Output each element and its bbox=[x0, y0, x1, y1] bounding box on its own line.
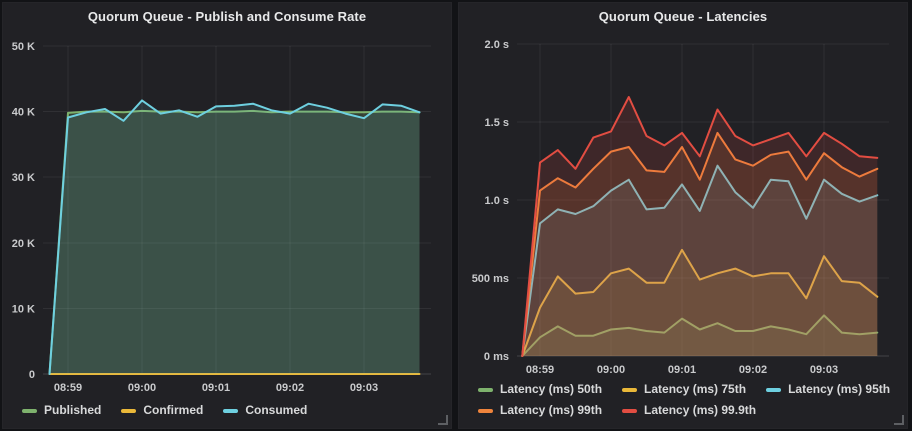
panel-resize-handle[interactable] bbox=[894, 415, 904, 425]
legend-swatch bbox=[622, 387, 638, 392]
legend-label: Latency (ms) 95th bbox=[788, 382, 891, 396]
legend-label: Latency (ms) 99.9th bbox=[644, 403, 757, 417]
legend-item-latency-ms-75th[interactable]: Latency (ms) 75th bbox=[622, 382, 746, 396]
x-tick-label: 09:03 bbox=[810, 364, 838, 376]
series-line-Latency (ms) 50th bbox=[521, 314, 879, 357]
y-tick-label: 2.0 s bbox=[485, 39, 509, 51]
legend-label: Published bbox=[44, 403, 102, 417]
x-tick-label: 09:01 bbox=[668, 364, 696, 376]
legend-swatch bbox=[478, 408, 493, 413]
x-tick-label: 08:59 bbox=[54, 382, 82, 394]
panel-publish-consume-rate: Quorum Queue - Publish and Consume Rate … bbox=[2, 2, 452, 429]
legend-item-latency-ms-50th[interactable]: Latency (ms) 50th bbox=[478, 382, 602, 396]
series-line-Latency (ms) 99th bbox=[521, 131, 879, 357]
y-tick-label: 50 K bbox=[12, 41, 35, 53]
legend-label: Latency (ms) 50th bbox=[500, 382, 603, 396]
panel-title: Quorum Queue - Publish and Consume Rate bbox=[87, 8, 367, 24]
x-tick-label: 09:03 bbox=[350, 382, 378, 394]
panel-header[interactable]: Quorum Queue - Latencies bbox=[459, 3, 907, 29]
y-tick-label: 40 K bbox=[12, 107, 35, 119]
x-tick-label: 09:02 bbox=[739, 364, 767, 376]
y-tick-label: 10 K bbox=[12, 303, 35, 315]
x-tick-label: 09:00 bbox=[597, 364, 625, 376]
legend-swatch bbox=[22, 408, 37, 413]
legend-swatch bbox=[478, 387, 493, 392]
series-fill-Consumed bbox=[49, 100, 420, 375]
legend-item-latency-ms-99.9th[interactable]: Latency (ms) 99.9th bbox=[622, 403, 756, 417]
panel-latencies: Quorum Queue - Latencies 0 ms 500 ms 1.0 s… bbox=[458, 2, 908, 429]
latencies-chart: 0 ms 500 ms 1.0 s 1.5 s 2.0 s 08:59 09:00 09:01… bbox=[472, 39, 889, 376]
y-tick-label: 0 bbox=[29, 369, 35, 381]
chart-plot-area[interactable] bbox=[517, 44, 889, 356]
series-fill-Latency (ms) 75th bbox=[522, 249, 878, 356]
legend-label: Consumed bbox=[245, 403, 308, 417]
series-fill-Latency (ms) 50th bbox=[522, 315, 878, 356]
legend-swatch bbox=[121, 408, 137, 413]
series-fill-Published bbox=[49, 110, 420, 375]
series-line-Latency (ms) 95th bbox=[521, 164, 879, 357]
y-tick-label: 1.5 s bbox=[485, 117, 509, 129]
legend-swatch bbox=[223, 408, 239, 413]
series-line-Latency (ms) 75th bbox=[521, 248, 879, 357]
y-tick-label: 1.0 s bbox=[485, 195, 509, 207]
y-tick-label: 20 K bbox=[12, 238, 35, 250]
legend-item-confirmed[interactable]: Confirmed bbox=[121, 403, 203, 417]
x-tick-label: 09:01 bbox=[202, 382, 230, 394]
legend-swatch bbox=[766, 387, 782, 392]
x-tick-label: 09:00 bbox=[128, 382, 156, 394]
publish-consume-rate-chart: 0 10 K 20 K 30 K 40 K 50 K 08:59 09:00 09:01 09:0… bbox=[12, 41, 431, 394]
legend-item-latency-ms-95th[interactable]: Latency (ms) 95th bbox=[766, 382, 890, 396]
series-line-Consumed bbox=[48, 99, 421, 375]
series-fill-Latency (ms) 95th bbox=[522, 165, 878, 356]
publish-consume-legend: Published Confirmed Consumed bbox=[22, 403, 439, 417]
legend-label: Latency (ms) 99th bbox=[500, 403, 603, 417]
series-fill-Latency (ms) 99.9th bbox=[522, 97, 878, 356]
panel-title: Quorum Queue - Latencies bbox=[598, 8, 768, 24]
legend-item-consumed[interactable]: Consumed bbox=[223, 403, 307, 417]
legend-item-published[interactable]: Published bbox=[22, 403, 101, 417]
y-tick-label: 0 ms bbox=[484, 351, 509, 363]
series-line-Latency (ms) 99.9th bbox=[521, 96, 879, 357]
y-tick-label: 30 K bbox=[12, 172, 35, 184]
x-tick-label: 08:59 bbox=[526, 364, 554, 376]
series-fill-Latency (ms) 99th bbox=[522, 132, 878, 356]
legend-label: Confirmed bbox=[143, 403, 204, 417]
latencies-legend: Latency (ms) 50th Latency (ms) 75th Latenc… bbox=[478, 382, 895, 417]
x-tick-label: 09:02 bbox=[276, 382, 304, 394]
panel-header[interactable]: Quorum Queue - Publish and Consume Rate bbox=[3, 3, 451, 29]
legend-item-latency-ms-99th[interactable]: Latency (ms) 99th bbox=[478, 403, 602, 417]
y-tick-label: 500 ms bbox=[472, 273, 509, 285]
panel-resize-handle[interactable] bbox=[438, 415, 448, 425]
chart-plot-area[interactable] bbox=[43, 46, 431, 374]
legend-swatch bbox=[622, 408, 638, 413]
legend-label: Latency (ms) 75th bbox=[644, 382, 747, 396]
